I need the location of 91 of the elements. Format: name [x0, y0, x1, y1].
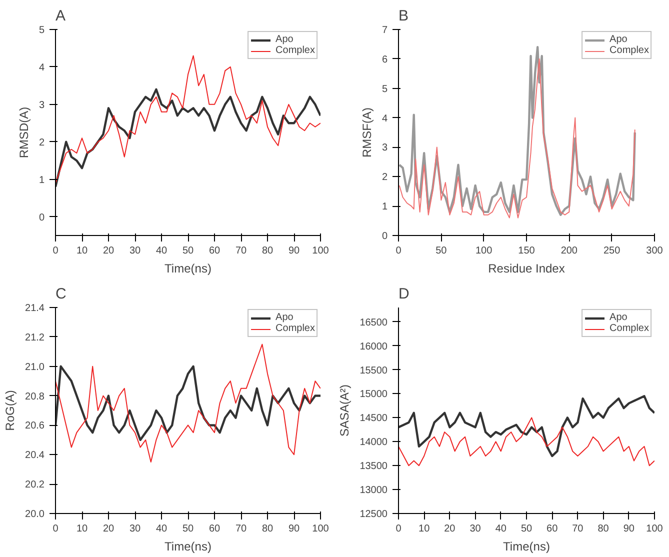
legend-label: Complex [610, 323, 649, 334]
y-tick-label: 7 [382, 25, 388, 36]
x-tick-label: 90 [288, 524, 300, 534]
y-tick-label: 20.0 [25, 509, 45, 520]
x-tick-label: 50 [182, 246, 194, 256]
y-tick-label: 5 [38, 25, 45, 36]
y-tick-label: 15500 [360, 365, 388, 376]
y-tick-label: 16500 [360, 317, 388, 328]
x-tick-label: 30 [470, 524, 482, 534]
x-tick-label: 60 [208, 524, 220, 534]
y-tick-label: 14500 [360, 413, 388, 424]
x-tick-label: 100 [312, 524, 330, 534]
legend-label: Apo [610, 34, 628, 45]
x-tick-label: 10 [76, 246, 88, 256]
x-tick-label: 10 [418, 524, 430, 534]
x-tick-label: 40 [495, 524, 507, 534]
y-tick-label: 15000 [360, 389, 388, 400]
x-tick-label: 20 [444, 524, 456, 534]
x-tick-label: 30 [129, 524, 141, 534]
x-tick-label: 20 [102, 246, 114, 256]
x-tick-label: 100 [312, 246, 330, 256]
y-axis-title: RMSD(A) [16, 106, 31, 158]
x-tick-label: 50 [436, 246, 448, 256]
x-tick-label: 80 [262, 524, 274, 534]
x-axis-title: Time(ns) [164, 262, 212, 276]
x-tick-label: 250 [603, 246, 621, 256]
y-tick-label: 13000 [360, 485, 388, 496]
x-tick-label: 70 [235, 246, 247, 256]
y-tick-label: 14000 [360, 437, 388, 448]
y-axis-title: SASA(A²) [338, 384, 352, 437]
x-tick-label: 100 [475, 246, 493, 256]
x-axis-title: Time(ns) [164, 540, 212, 554]
y-tick-label: 0 [38, 212, 45, 224]
y-tick-label: 2 [38, 137, 45, 148]
chart-title: B [398, 8, 409, 24]
y-tick-label: 12500 [360, 509, 388, 520]
y-tick-label: 21.2 [25, 332, 45, 344]
x-tick-label: 90 [623, 524, 635, 534]
y-tick-label: 6 [382, 54, 388, 66]
x-tick-label: 50 [520, 524, 532, 534]
y-tick-label: 21.4 [25, 303, 45, 314]
legend-label: Apo [610, 312, 628, 323]
y-axis-title: RMSF(A) [360, 107, 374, 158]
x-tick-label: 70 [235, 524, 247, 534]
x-tick-label: 0 [396, 246, 402, 256]
y-tick-label: 0 [382, 231, 388, 242]
y-tick-label: 20.4 [25, 450, 45, 462]
x-tick-label: 50 [182, 524, 194, 534]
x-tick-label: 20 [102, 524, 114, 534]
x-tick-label: 40 [156, 524, 168, 534]
legend-label: Complex [276, 323, 315, 334]
y-tick-label: 3 [38, 100, 45, 111]
y-tick-label: 4 [382, 113, 388, 124]
legend-label: Apo [276, 34, 294, 45]
legend-label: Complex [276, 45, 315, 56]
x-tick-label: 70 [572, 524, 584, 534]
x-tick-label: 10 [76, 524, 88, 534]
y-tick-label: 1 [38, 174, 45, 186]
y-tick-label: 5 [382, 84, 388, 95]
x-tick-label: 60 [208, 246, 220, 256]
y-tick-label: 20.6 [25, 420, 45, 432]
x-tick-label: 90 [288, 246, 300, 256]
x-tick-label: 100 [646, 524, 664, 534]
x-tick-label: 0 [52, 246, 59, 256]
x-tick-label: 300 [646, 246, 664, 256]
y-tick-label: 3 [382, 142, 388, 154]
y-tick-label: 2 [382, 172, 388, 184]
y-tick-label: 20.2 [25, 480, 45, 491]
x-tick-label: 0 [52, 524, 59, 534]
x-tick-label: 80 [262, 246, 274, 256]
legend-label: Apo [276, 312, 294, 323]
x-axis-title: Time(ns) [503, 540, 550, 554]
x-tick-label: 40 [156, 246, 168, 256]
y-tick-label: 20.8 [25, 391, 45, 402]
x-tick-label: 0 [396, 524, 402, 534]
y-tick-label: 21.0 [25, 362, 45, 373]
x-tick-label: 60 [546, 524, 558, 534]
chart-title: C [56, 286, 66, 302]
x-tick-label: 80 [598, 524, 610, 534]
y-tick-label: 13500 [360, 461, 388, 472]
x-tick-label: 30 [129, 246, 141, 256]
chart-title: D [398, 286, 410, 302]
y-tick-label: 1 [382, 202, 388, 213]
chart-title: A [56, 8, 66, 24]
y-axis-title: RoG(A) [3, 390, 18, 431]
legend-label: Complex [610, 45, 649, 56]
x-axis-title: Residue Index [488, 262, 565, 276]
x-tick-label: 200 [560, 246, 578, 256]
y-tick-label: 4 [38, 62, 45, 74]
y-tick-label: 16000 [360, 341, 388, 352]
x-tick-label: 150 [518, 246, 536, 256]
